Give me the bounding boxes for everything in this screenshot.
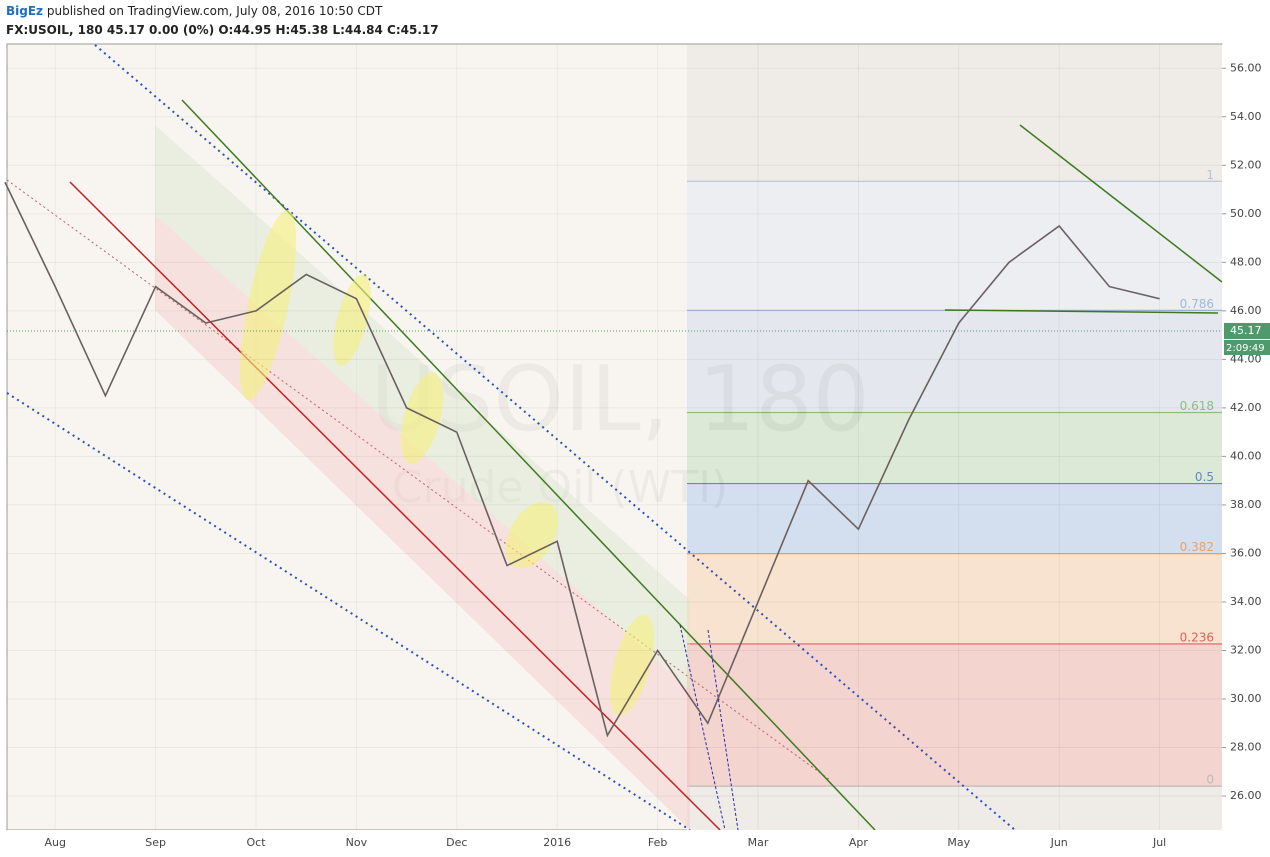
x-tick-label: Aug [44,836,65,849]
fib-label: 1 [1206,168,1214,182]
trendline [1019,124,1223,283]
fib-zone [687,553,1222,644]
fib-label: 0.236 [1180,630,1214,644]
fib-label: 0.786 [1180,297,1214,311]
fib-label: 0.618 [1180,399,1214,413]
fib-zone [687,181,1222,311]
x-tick-label: Apr [849,836,869,849]
countdown-label: 2:09:49 [1226,343,1265,354]
fib-zone [687,412,1222,484]
symbol-line: FX:USOIL, 180 45.17 0.00 (0%) O:44.95 H:… [6,23,439,37]
x-tick-label: Mar [748,836,769,849]
x-tick-label: Nov [346,836,368,849]
y-tick-label: 32.00 [1230,643,1262,656]
last-price-label: 45.17 [1230,324,1262,337]
y-tick-label: 34.00 [1230,595,1262,608]
y-tick-label: 36.00 [1230,546,1262,559]
publish-line: BigEz published on TradingView.com, July… [6,2,439,21]
author[interactable]: BigEz [6,4,44,18]
fib-zone [687,483,1222,554]
y-tick-label: 54.00 [1230,110,1262,123]
trendline [181,99,876,831]
y-tick-label: 30.00 [1230,692,1262,705]
last-price-tag [1224,322,1270,339]
x-tick-label: Sep [145,836,166,849]
time-axis [7,830,1222,857]
x-tick-label: Feb [648,836,667,849]
fib: 1 0.786 0.618 0.5 0.382 0.236 0 [687,168,1222,787]
fan-lines [679,624,739,831]
x-tick-label: Oct [246,836,266,849]
y-tick-label: 26.00 [1230,789,1262,802]
grid [54,44,1161,830]
y-tick-label: 42.00 [1230,401,1262,414]
axis: 26.00 28.00 30.00 32.00 34.00 36.00 38.00 40.00… [7,44,1270,857]
x-tick-label: Jun [1050,836,1068,849]
fib-zone [687,643,1222,787]
trendline [69,181,721,831]
y-tick-label: 52.00 [1230,158,1262,171]
watermark-sub: Crude Oil (WTI) [392,462,728,513]
y-tick-label: 48.00 [1230,255,1262,268]
y-tick-label: 28.00 [1230,741,1262,754]
price-axis [1222,44,1270,830]
x-tick-label: 2016 [543,836,571,849]
watermark: USOIL, 180 [370,347,870,452]
fib-zone [687,310,1222,413]
y-tick-label: 50.00 [1230,207,1262,220]
price-line [4,181,1160,738]
highlights [239,210,654,716]
y-tick-label: 44.00 [1230,352,1262,365]
x-tick-label: Jul [1152,836,1166,849]
y-tick-label: 46.00 [1230,304,1262,317]
fib-label: 0.5 [1195,470,1214,484]
y-tick-label: 38.00 [1230,498,1262,511]
trendline [944,309,1219,314]
x-tick-label: Dec [446,836,467,849]
channel-red [155,215,690,830]
fib-label: 0.382 [1180,540,1214,554]
published: published on TradingView.com, July 08, 2… [46,4,383,18]
y-tick-label: 56.00 [1230,61,1262,74]
x-tick-label: May [947,836,970,849]
drawings [6,44,1223,831]
header: BigEz published on TradingView.com, July… [6,2,439,40]
countdown-tag [1224,339,1270,355]
fib-label: 0 [1206,773,1214,787]
y-tick-label: 40.00 [1230,449,1262,462]
